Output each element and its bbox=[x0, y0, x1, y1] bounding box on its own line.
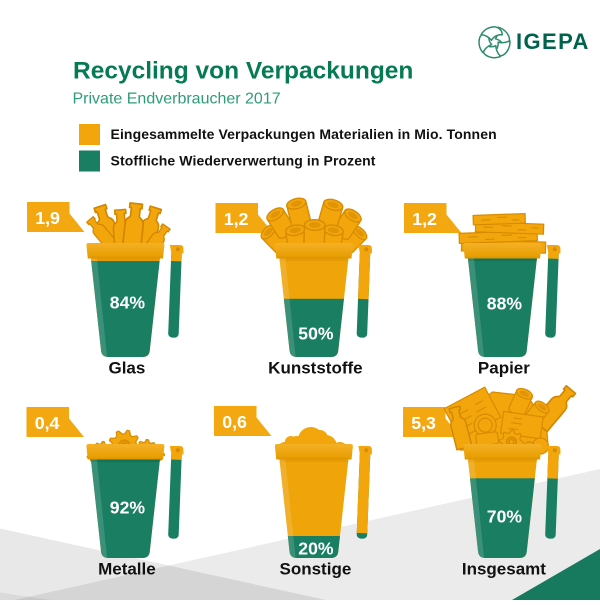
svg-text:84%: 84% bbox=[110, 292, 146, 312]
svg-text:1,2: 1,2 bbox=[412, 209, 437, 229]
svg-text:Glas: Glas bbox=[108, 359, 145, 378]
svg-text:Papier: Papier bbox=[478, 359, 530, 378]
svg-text:IGEPA: IGEPA bbox=[516, 29, 590, 54]
svg-text:Sonstige: Sonstige bbox=[280, 560, 352, 579]
svg-text:0,4: 0,4 bbox=[35, 413, 60, 433]
svg-text:Insgesamt: Insgesamt bbox=[462, 560, 546, 579]
svg-text:5,3: 5,3 bbox=[411, 413, 436, 433]
svg-text:Recycling von Verpackungen: Recycling von Verpackungen bbox=[73, 58, 413, 85]
svg-text:20%: 20% bbox=[298, 538, 334, 558]
svg-text:Metalle: Metalle bbox=[98, 560, 156, 579]
svg-text:0,6: 0,6 bbox=[222, 412, 247, 432]
svg-text:70%: 70% bbox=[487, 506, 523, 526]
svg-text:Kunststoffe: Kunststoffe bbox=[268, 359, 362, 378]
svg-text:88%: 88% bbox=[487, 293, 523, 313]
svg-text:1,2: 1,2 bbox=[224, 209, 249, 229]
svg-text:50%: 50% bbox=[298, 323, 334, 343]
svg-text:Stoffliche Wiederverwertung in: Stoffliche Wiederverwertung in Prozent bbox=[111, 153, 376, 169]
svg-text:Private Endverbraucher 2017: Private Endverbraucher 2017 bbox=[73, 91, 281, 108]
svg-text:1,9: 1,9 bbox=[35, 208, 60, 228]
svg-text:92%: 92% bbox=[110, 497, 146, 517]
svg-text:Eingesammelte Verpackungen Mat: Eingesammelte Verpackungen Materialien i… bbox=[111, 126, 497, 142]
